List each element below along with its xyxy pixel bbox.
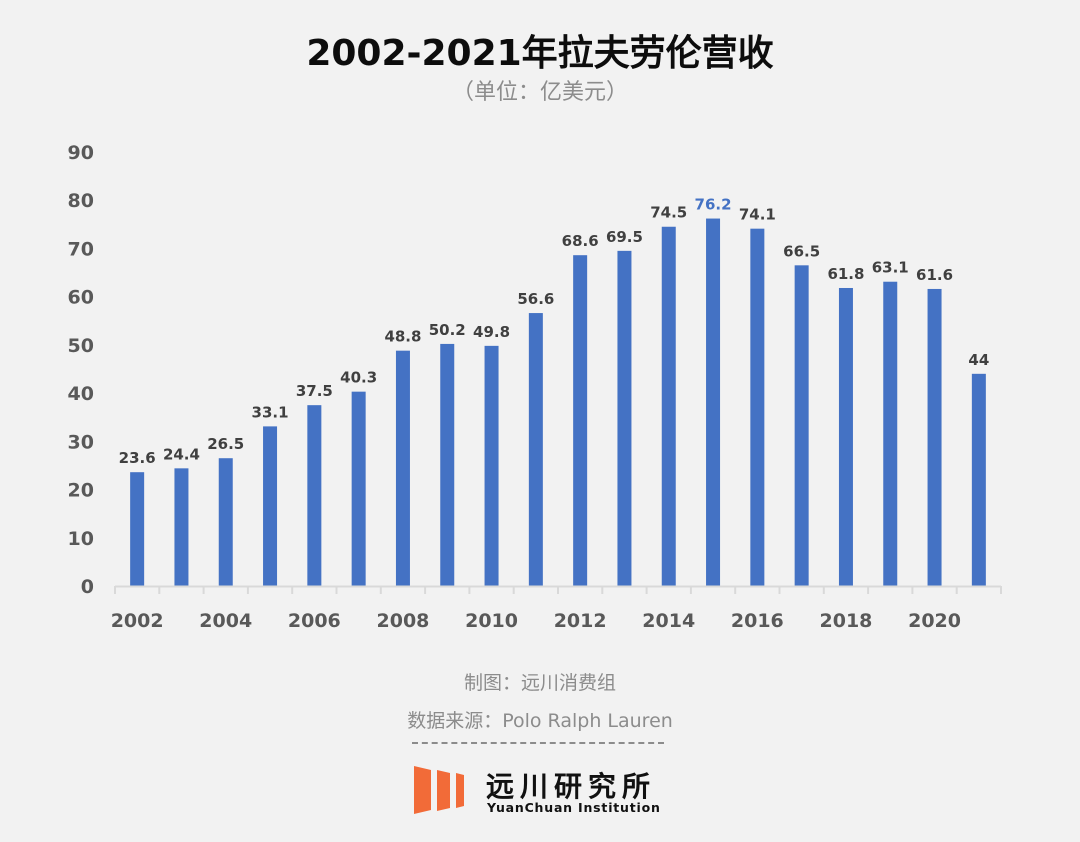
x-tick-label: 2008 (377, 610, 430, 632)
data-label: 44 (968, 351, 989, 369)
bar (440, 343, 455, 586)
data-label: 61.6 (916, 266, 953, 284)
bar (218, 458, 233, 586)
y-axis-ticks: 0 10 20 30 40 50 60 70 80 90 (68, 142, 94, 598)
y-tick-label: 80 (68, 190, 94, 212)
bar (484, 345, 499, 586)
data-label: 23.6 (119, 449, 156, 467)
bar (307, 405, 322, 586)
x-axis (114, 585, 1002, 594)
y-tick-label: 50 (68, 335, 94, 357)
x-tick-label: 2010 (465, 610, 518, 632)
bar (794, 265, 809, 586)
data-source: 数据来源：Polo Ralph Lauren (407, 710, 673, 732)
divider (412, 742, 664, 744)
bar (971, 373, 986, 586)
x-tick-label: 2016 (731, 610, 784, 632)
bar (395, 350, 410, 586)
data-label: 24.4 (163, 445, 200, 463)
logo-name-en: YuanChuan Institution (487, 800, 661, 815)
data-label: 69.5 (606, 228, 643, 246)
y-tick-label: 90 (68, 142, 94, 164)
data-label: 61.8 (827, 265, 864, 283)
y-tick-label: 10 (68, 528, 94, 550)
x-tick-label: 2014 (642, 610, 695, 632)
x-axis-ticks: 2002 2004 2006 2008 2010 2012 2014 2016 2018 2020 (111, 610, 961, 632)
data-label: 74.1 (739, 206, 776, 224)
x-tick-label: 2002 (111, 610, 164, 632)
chart-subtitle: （单位：亿美元） (451, 80, 628, 105)
y-tick-label: 20 (68, 480, 94, 502)
bar (263, 426, 278, 586)
data-label: 37.5 (296, 382, 333, 400)
x-tick-label: 2018 (820, 610, 873, 632)
y-tick-label: 70 (68, 238, 94, 260)
logo-icon (414, 766, 464, 814)
bar (617, 250, 632, 586)
data-label: 66.5 (783, 242, 820, 260)
bar (927, 288, 942, 586)
x-tick-label: 2004 (199, 610, 252, 632)
chart-title: 2002-2021年拉夫劳伦营收 (306, 33, 774, 74)
logo-bar-1 (414, 766, 431, 814)
bar (750, 228, 765, 586)
x-tick-label: 2012 (554, 610, 607, 632)
chart-credit: 制图：远川消费组 (463, 672, 616, 694)
x-tick-label: 2006 (288, 610, 341, 632)
data-label: 49.8 (473, 323, 510, 341)
y-tick-label: 30 (68, 431, 94, 453)
data-label: 50.2 (429, 321, 466, 339)
logo-name-cn: 远川研究所 (486, 770, 657, 803)
bar (130, 472, 145, 586)
bar (838, 287, 853, 586)
data-label: 63.1 (872, 259, 909, 277)
data-label: 40.3 (340, 369, 377, 387)
bar (351, 391, 366, 586)
data-label: 56.6 (517, 290, 554, 308)
bar (883, 281, 898, 586)
y-tick-label: 40 (68, 383, 94, 405)
data-label: 76.2 (695, 196, 732, 214)
bar-chart: 0 10 20 30 40 50 60 70 80 90 23.6 24.4 26.5 33.1 37.5… (68, 142, 1002, 632)
y-tick-label: 0 (81, 576, 94, 598)
bars (130, 218, 986, 586)
data-label: 48.8 (384, 328, 421, 346)
data-label: 26.5 (207, 435, 244, 453)
y-tick-label: 60 (68, 287, 94, 309)
bar (706, 218, 721, 586)
data-label: 68.6 (562, 232, 599, 250)
bar (661, 226, 676, 586)
data-label: 74.5 (650, 204, 687, 222)
logo-bar-2 (437, 770, 450, 811)
bar (174, 468, 189, 586)
logo-bar-3 (456, 773, 464, 808)
data-labels: 23.6 24.4 26.5 33.1 37.5 40.3 48.8 50.2 49.8 56.6… (119, 196, 990, 468)
bar (573, 255, 588, 586)
x-tick-label: 2020 (908, 610, 961, 632)
data-label: 33.1 (252, 403, 289, 421)
bar (528, 313, 543, 586)
